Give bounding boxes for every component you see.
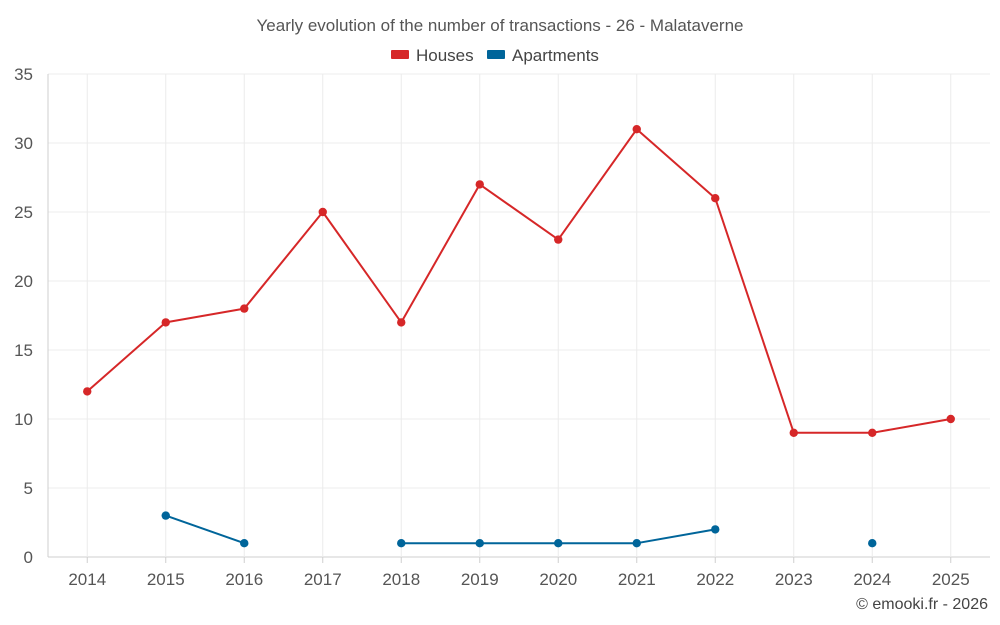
data-point-houses[interactable] <box>83 387 92 396</box>
x-tick-label: 2017 <box>304 570 342 589</box>
data-point-apartments[interactable] <box>240 539 249 548</box>
series-line-apartments <box>165 514 245 545</box>
x-tick-label: 2014 <box>68 570 106 589</box>
data-point-houses[interactable] <box>789 428 798 437</box>
y-tick-label: 15 <box>14 341 33 360</box>
x-tick-label: 2019 <box>461 570 499 589</box>
data-point-apartments[interactable] <box>475 539 484 548</box>
y-tick-label: 10 <box>14 410 33 429</box>
legend-item-apartments[interactable]: Apartments <box>487 46 599 65</box>
data-point-houses[interactable] <box>318 207 327 217</box>
series-apartments <box>161 511 877 548</box>
data-point-apartments[interactable] <box>397 539 406 548</box>
data-point-houses[interactable] <box>868 428 877 437</box>
y-tick-label: 30 <box>14 134 33 153</box>
data-point-houses[interactable] <box>397 318 406 327</box>
x-tick-label: 2025 <box>932 570 970 589</box>
x-tick-label: 2018 <box>382 570 420 589</box>
legend-label-houses: Houses <box>416 46 474 65</box>
y-axis-ticks: 0 5 10 15 20 25 30 35 <box>14 65 33 567</box>
legend-swatch-houses <box>391 50 409 59</box>
data-point-houses[interactable] <box>632 125 641 134</box>
y-tick-label: 5 <box>24 479 33 498</box>
data-point-houses[interactable] <box>946 414 955 424</box>
y-tick-label: 0 <box>24 548 33 567</box>
x-tick-label: 2015 <box>147 570 185 589</box>
x-tick-label: 2021 <box>618 570 656 589</box>
data-point-houses[interactable] <box>161 318 170 327</box>
x-tick-label: 2024 <box>853 570 891 589</box>
data-point-houses[interactable] <box>554 235 563 244</box>
y-tick-label: 20 <box>14 272 33 291</box>
data-point-houses[interactable] <box>240 304 249 313</box>
data-point-apartments[interactable] <box>868 539 877 548</box>
chart-title: Yearly evolution of the number of transa… <box>257 16 744 35</box>
data-point-houses[interactable] <box>711 194 720 203</box>
x-tick-label: 2022 <box>696 570 734 589</box>
x-axis-ticks: 2014 2015 2016 2017 2018 2019 2020 2021 2022 2023… <box>68 557 970 589</box>
series-houses <box>83 125 955 437</box>
data-point-houses[interactable] <box>475 180 484 189</box>
series-line-houses <box>86 128 951 434</box>
x-tick-label: 2016 <box>225 570 263 589</box>
data-point-apartments[interactable] <box>632 539 641 548</box>
credit-text: © emooki.fr - 2026 <box>856 596 988 613</box>
x-tick-label: 2020 <box>539 570 577 589</box>
series <box>83 125 955 548</box>
legend: Houses Apartments <box>391 46 599 65</box>
legend-swatch-apartments <box>487 50 505 59</box>
legend-label-apartments: Apartments <box>512 46 599 65</box>
data-point-apartments[interactable] <box>554 539 563 548</box>
y-tick-label: 25 <box>14 203 33 222</box>
legend-item-houses[interactable]: Houses <box>391 46 474 65</box>
x-tick-label: 2023 <box>775 570 813 589</box>
data-point-apartments[interactable] <box>161 511 170 520</box>
data-point-apartments[interactable] <box>711 525 720 534</box>
y-tick-label: 35 <box>14 65 33 84</box>
grid <box>47 73 990 558</box>
